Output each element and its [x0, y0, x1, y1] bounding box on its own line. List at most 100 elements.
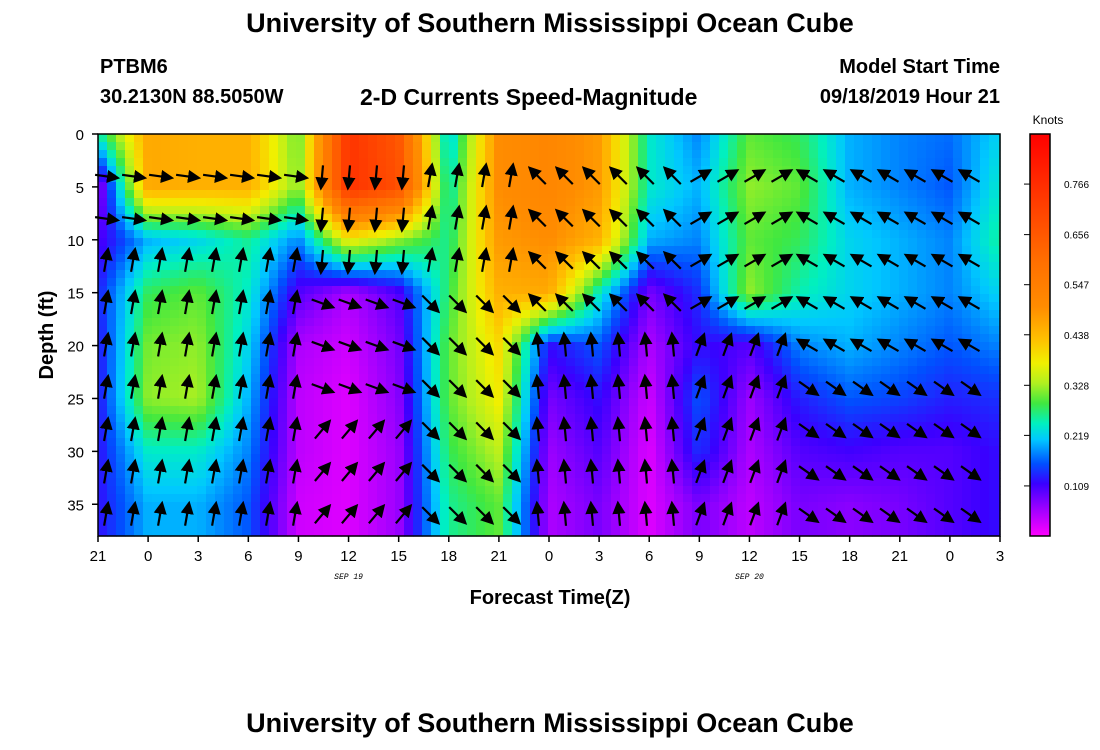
heatmap-cell [413, 206, 423, 215]
heatmap-cell [818, 286, 828, 295]
heatmap-cell [314, 142, 324, 151]
heatmap-cell [791, 374, 801, 383]
heatmap-cell [647, 190, 657, 199]
heatmap-cell [638, 262, 648, 271]
heatmap-cell [773, 430, 783, 439]
heatmap-cell [332, 142, 342, 151]
heatmap-cell [809, 206, 819, 215]
heatmap-cell [953, 134, 963, 143]
heatmap-cell [593, 486, 603, 495]
heatmap-cell [458, 454, 468, 463]
heatmap-cell [953, 310, 963, 319]
heatmap-cell [845, 398, 855, 407]
heatmap-cell [818, 342, 828, 351]
heatmap-cell [980, 142, 990, 151]
heatmap-cell [890, 422, 900, 431]
heatmap-cell [305, 398, 315, 407]
heatmap-cell [872, 518, 882, 527]
heatmap-cell [890, 318, 900, 327]
heatmap-cell [971, 334, 981, 343]
heatmap-cell [359, 486, 369, 495]
heatmap-cell [431, 270, 441, 279]
heatmap-cell [674, 462, 684, 471]
heatmap-cell [989, 310, 999, 319]
heatmap-cell [566, 430, 576, 439]
heatmap-cell [710, 398, 720, 407]
heatmap-cell [350, 190, 360, 199]
heatmap-cell [782, 270, 792, 279]
heatmap-cell [152, 182, 162, 191]
heatmap-cell [152, 262, 162, 271]
heatmap-cell [908, 222, 918, 231]
heatmap-cell [431, 150, 441, 159]
heatmap-cell [395, 526, 405, 535]
heatmap-cell [611, 342, 621, 351]
heatmap-cell [161, 278, 171, 287]
heatmap-cell [449, 414, 459, 423]
heatmap-cell [152, 406, 162, 415]
heatmap-cell [530, 494, 540, 503]
heatmap-cell [665, 318, 675, 327]
heatmap-cell [917, 230, 927, 239]
heatmap-cell [935, 494, 945, 503]
heatmap-cell [251, 294, 261, 303]
heatmap-cell [161, 134, 171, 143]
heatmap-cell [440, 246, 450, 255]
heatmap-cell [899, 206, 909, 215]
heatmap-cell [674, 510, 684, 519]
heatmap-cell [494, 382, 504, 391]
heatmap-cell [674, 190, 684, 199]
heatmap-cell [494, 334, 504, 343]
heatmap-cell [512, 486, 522, 495]
heatmap-cell [485, 414, 495, 423]
heatmap-cell [845, 262, 855, 271]
heatmap-cell [962, 198, 972, 207]
heatmap-cell [620, 158, 630, 167]
heatmap-cell [251, 358, 261, 367]
heatmap-cell [224, 406, 234, 415]
heatmap-cell [575, 142, 585, 151]
heatmap-cell [791, 438, 801, 447]
heatmap-cell [395, 230, 405, 239]
heatmap-cell [683, 294, 693, 303]
heatmap-cell [593, 478, 603, 487]
heatmap-cell [692, 470, 702, 479]
heatmap-cell [242, 254, 252, 263]
heatmap-cell [737, 398, 747, 407]
heatmap-cell [629, 502, 639, 511]
heatmap-cell [323, 526, 333, 535]
heatmap-cell [413, 166, 423, 175]
heatmap-cell [287, 326, 297, 335]
heatmap-cell [368, 230, 378, 239]
heatmap-cell [332, 486, 342, 495]
heatmap-cell [539, 510, 549, 519]
heatmap-cell [332, 518, 342, 527]
heatmap-cell [710, 350, 720, 359]
heatmap-cell [422, 158, 432, 167]
heatmap-cell [854, 414, 864, 423]
heatmap-cell [170, 454, 180, 463]
heatmap-cell [386, 318, 396, 327]
heatmap-cell [440, 478, 450, 487]
heatmap-cell [800, 398, 810, 407]
heatmap-cell [719, 446, 729, 455]
heatmap-cell [737, 206, 747, 215]
heatmap-cell [341, 286, 351, 295]
heatmap-cell [395, 366, 405, 375]
heatmap-cell [503, 350, 513, 359]
heatmap-cell [395, 158, 405, 167]
heatmap-cell [332, 526, 342, 535]
heatmap-cell [161, 310, 171, 319]
heatmap-cell [233, 198, 243, 207]
heatmap-cell [116, 366, 126, 375]
heatmap-cell [746, 182, 756, 191]
heatmap-cell [854, 430, 864, 439]
heatmap-cell [701, 406, 711, 415]
heatmap-cell [881, 158, 891, 167]
heatmap-cell [485, 438, 495, 447]
heatmap-cell [692, 182, 702, 191]
heatmap-cell [647, 398, 657, 407]
heatmap-cell [620, 358, 630, 367]
heatmap-cell [611, 134, 621, 143]
heatmap-cell [566, 166, 576, 175]
